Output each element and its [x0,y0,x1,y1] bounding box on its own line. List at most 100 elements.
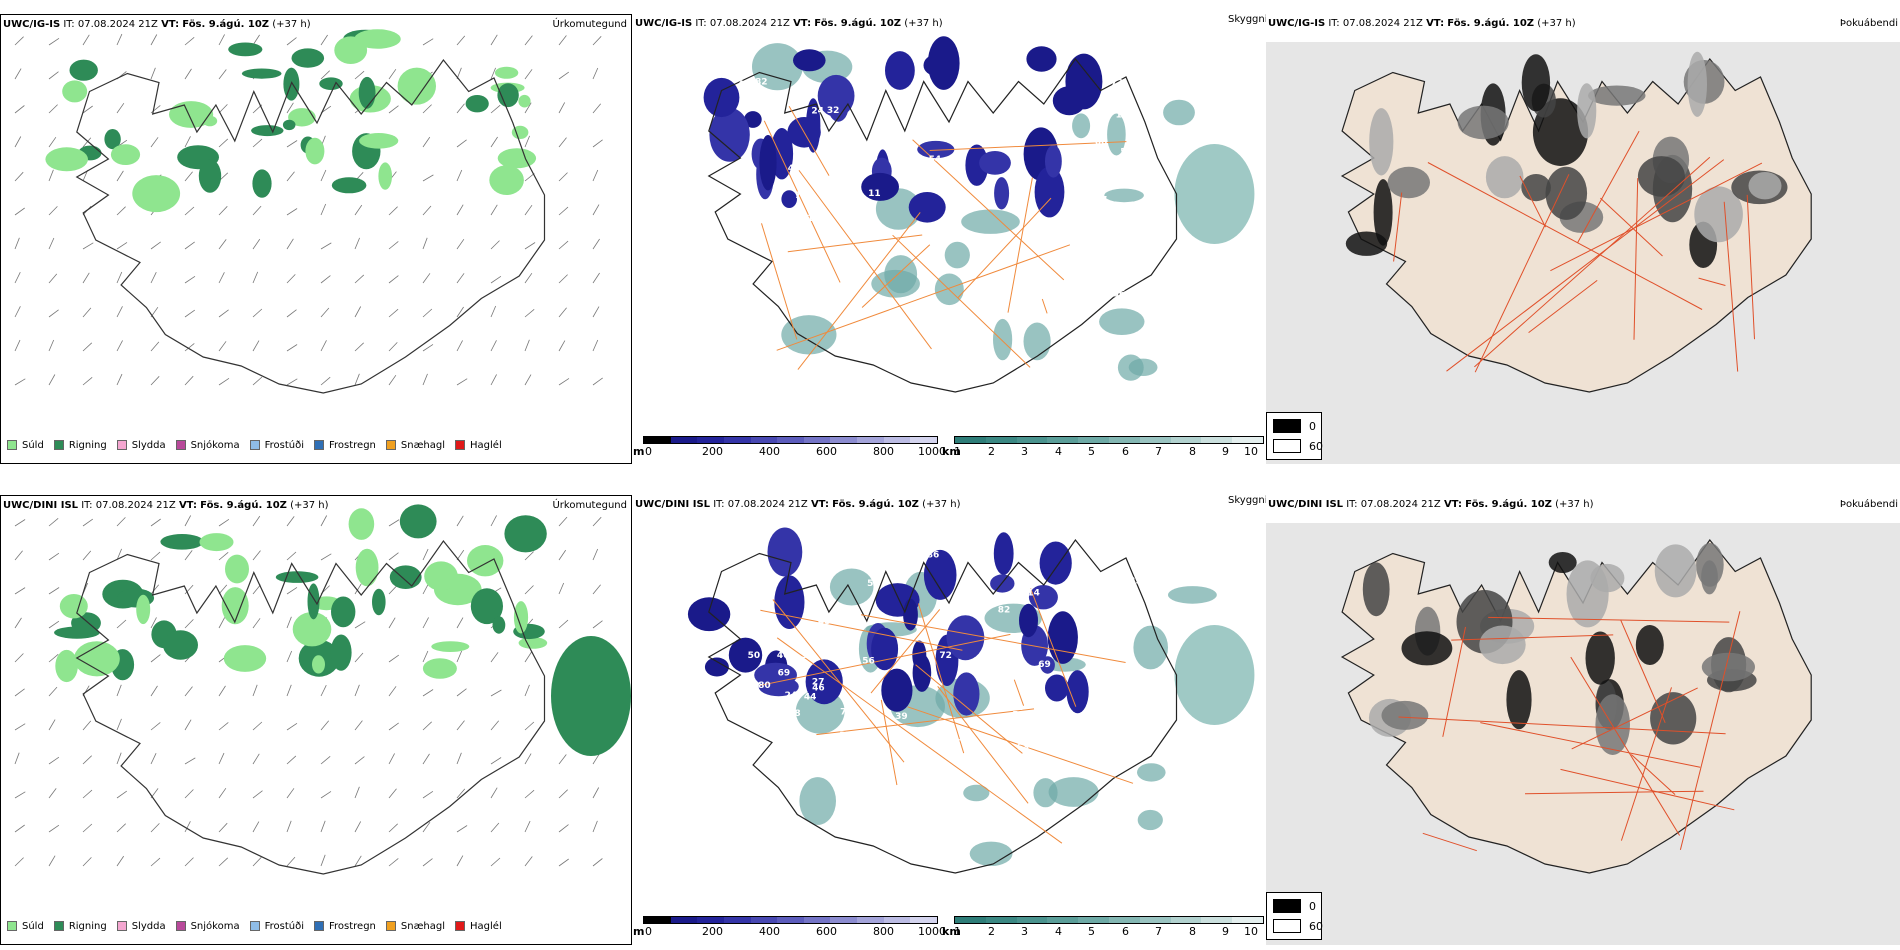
ceiling-value-label: 82 [755,78,768,88]
legend-label: Frostregn [329,439,376,451]
ceiling-labels: 101 76 53 42 44 58 78 46 69 44 57 50 39 60 63 59 27 74 52 5… [728,539,1142,774]
colorbar-tick: 2 [988,445,995,458]
colorbar-unit: m [633,445,645,458]
fog-title-bottom: Þokuábendi [1839,499,1898,510]
colorbar-tick: 600 [816,445,837,458]
colorbar-tick: 5 [1088,925,1095,938]
ceiling-value-label: 32 [827,106,840,116]
ceiling-header-bottom: UWC/DINI ISL IT: 07.08.2024 21Z VT: Fös.… [635,499,961,510]
ceiling-value-label: 49 [801,152,814,162]
ceiling-value-label: 62 [724,260,737,270]
legend-swatch [314,440,324,450]
legend-label: Súld [22,439,44,451]
colorbar-unit: m [633,925,645,938]
roads [759,588,1134,844]
legend-swatch [455,921,466,931]
colorbar-strip [643,916,938,924]
precip-map-top [14,29,603,394]
ceiling-value-label: 54 [929,155,942,165]
ceiling-value-label: 76 [1105,622,1118,632]
ceiling-value-label: 58 [974,657,987,667]
visibility-colorbar-bottom: km 1 2 3 4 5 6 7 8 9 10 [942,916,1264,938]
ceiling-value-label: 72 [939,651,952,661]
ceiling-value-label: 60 [851,561,864,571]
ceiling-value-label: 14 [1027,588,1040,598]
legend-item: Haglél [455,921,502,932]
fog-panel-bottom: UWC/DINI ISL IT: 07.08.2024 21Z VT: Fös.… [1266,495,1900,945]
legend-label: Snjókoma [190,439,240,451]
legend-swatch [175,440,186,450]
legend-item: Snjókoma [175,439,240,451]
ceiling-value-label: 71 [1035,223,1048,233]
ceiling-value-label: 11 [868,189,881,199]
fog-header-bottom: UWC/DINI ISL IT: 07.08.2024 21Z VT: Fös.… [1268,499,1594,510]
colorbar-tick: 8 [1189,445,1196,458]
colorbar-tick: 400 [759,925,780,938]
legend-item: Haglél [455,440,502,451]
colorbar-tick: 5 [1088,445,1095,458]
ceiling-value-label: 37 [839,731,852,741]
colorbar-tick: 1 [954,925,961,938]
legend-item: Rigning [53,921,107,932]
ceiling-title-bottom: Skyggni [1228,495,1268,506]
fog-legend-item: 0 [1273,899,1316,913]
ceiling-areas [703,36,1103,223]
ceiling-value-label: 58 [817,146,830,156]
ceiling-value-label: 49 [750,264,763,274]
colorbar-tick: 3 [1021,445,1028,458]
ceiling-colorbar-bottom: m 0 200 400 600 800 1000 [633,916,946,938]
legend-swatch [385,921,396,931]
fog-legend-label: 60 [1309,919,1323,933]
legend-label: Rigning [68,439,107,451]
fog-legend-label: 60 [1309,439,1323,453]
legend-swatch [116,440,127,450]
legend-swatch [314,921,324,931]
ceiling-value-label: 44 [804,693,817,703]
legend-label: Haglél [470,920,502,932]
ceiling-title-top: Skyggni [1228,14,1268,25]
fog-legend-bottom: 0 60 [1266,892,1323,940]
ceiling-value-label: 55 [1095,119,1108,129]
colorbar-tick: 600 [816,925,837,938]
legend-swatch [53,440,64,450]
ceiling-value-label: 78 [788,709,801,719]
legend-label: Snæhagl [400,920,446,932]
colorbar-strip [643,436,938,444]
ceiling-value-label: 67 [1095,195,1108,205]
colorbar-tick: 9 [1222,925,1229,938]
fog-title-top: Þokuábendi [1839,18,1898,29]
colorbar-tick: 1 [954,445,961,458]
ceiling-value-label: 86 [927,550,940,560]
precip-areas [45,29,537,213]
colorbar-tick: 0 [645,925,652,938]
legend-item: Snæhagl [385,440,445,451]
colorbar-tick: 6 [1122,925,1129,938]
legend-swatch [249,921,260,931]
colorbar-tick: 4 [1055,925,1062,938]
colorbar-tick: 800 [873,445,894,458]
colorbar-tick: 7 [1155,925,1162,938]
precip-map-bottom [14,504,631,875]
wind-barbs [14,515,603,867]
ceiling-value-label: 57 [746,580,759,590]
roads [1393,130,1763,373]
ceiling-panel-bottom: UWC/DINI ISL IT: 07.08.2024 21Z VT: Fös.… [633,495,1265,945]
colorbar-tick: 9 [1222,445,1229,458]
roads [1398,611,1741,852]
colorbar-unit: km [942,445,961,458]
coastline [707,539,1178,874]
coastline [75,59,546,394]
legend-swatch [385,440,396,450]
precip-panel-top: UWC/IG-IS IT: 07.08.2024 21Z VT: Fös. 9.… [0,14,632,464]
ceiling-value-label: 44 [728,574,741,584]
colorbar-tick: 7 [1155,445,1162,458]
precip-header-bottom: UWC/DINI ISL IT: 07.08.2024 21Z VT: Fös.… [3,500,329,511]
ceiling-map-bottom: 101 76 53 42 44 58 78 46 69 44 57 50 39 60 63 59 27 74 52 5… [687,527,1255,874]
ceiling-value-label: 39 [895,712,908,722]
fog-legend-swatch [1273,899,1301,913]
legend-label: Slydda [131,920,166,932]
legend-item: Frostregn [314,440,376,451]
legend-label: Súld [22,920,44,932]
ceiling-value-label: 42 [897,152,910,162]
precip-panel-bottom: UWC/DINI ISL IT: 07.08.2024 21Z VT: Fös.… [0,495,632,945]
